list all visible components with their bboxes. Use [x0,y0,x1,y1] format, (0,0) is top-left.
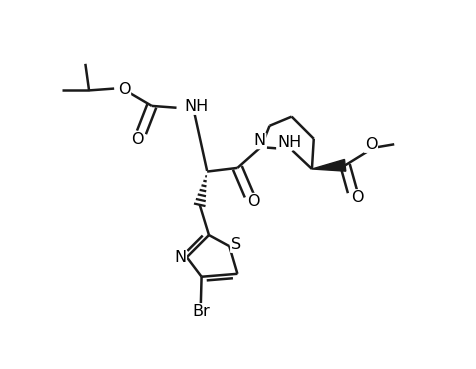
Text: NH: NH [184,99,208,114]
Text: O: O [364,137,377,152]
Text: O: O [118,82,130,97]
Polygon shape [311,159,345,171]
Text: NH: NH [277,135,300,149]
Text: O: O [350,190,362,205]
Text: N: N [253,134,265,148]
Text: O: O [131,132,144,146]
Text: N: N [174,251,186,265]
Text: Br: Br [191,304,209,319]
Text: S: S [230,237,240,252]
Text: O: O [247,194,259,208]
